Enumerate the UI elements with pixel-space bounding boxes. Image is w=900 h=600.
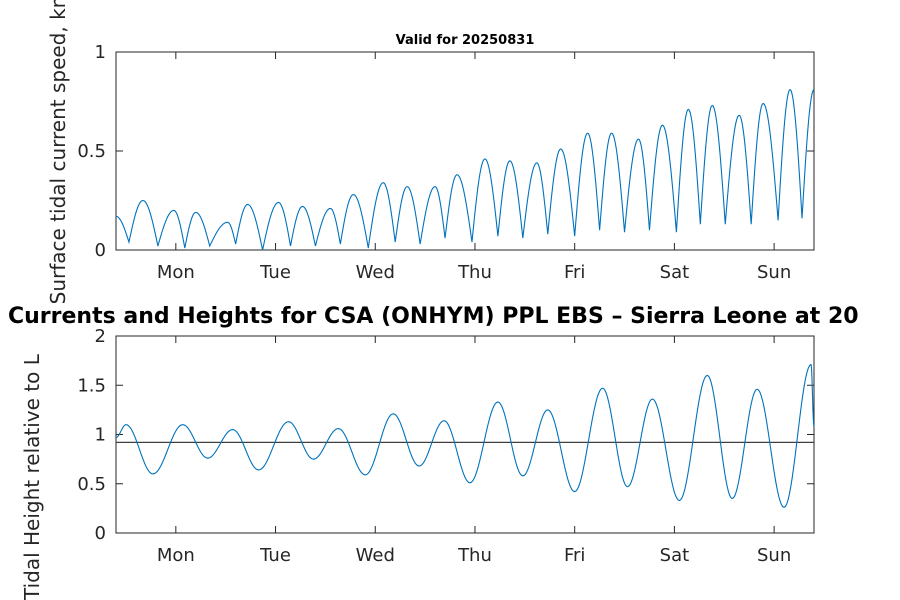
y-tick-label: 0.5 <box>77 141 106 162</box>
current-speed-plot-area <box>115 51 815 251</box>
y-tick-label: 1 <box>95 42 106 63</box>
tidal-height-plot-area <box>115 335 815 534</box>
tidal-height-axes: 0 0.5 1 1.5 2 Mon Tue Wed Thu Fri Sat Sun Tidal He… <box>20 326 815 600</box>
current-speed-y-axis-label: Surface tidal current speed, kn <box>46 0 70 304</box>
y-tick-label: 0.5 <box>77 474 106 495</box>
tidal-height-ticks <box>116 335 814 534</box>
y-tick-label: 1 <box>95 425 106 446</box>
x-tick-label-thu: Thu <box>457 545 492 566</box>
x-tick-label-wed: Wed <box>356 545 395 566</box>
x-tick-label-mon: Mon <box>157 262 195 283</box>
x-tick-label-sun: Sun <box>757 545 791 566</box>
y-tick-label: 0 <box>95 240 106 261</box>
figure-main-title: Currents and Heights for CSA (ONHYM) PPL… <box>8 304 859 329</box>
current-speed-series-line <box>115 88 815 251</box>
tidal-height-series-line <box>115 363 815 509</box>
y-tick-label: 2 <box>95 326 106 347</box>
x-tick-label-sat: Sat <box>660 262 690 283</box>
current-speed-y-tick-labels: 00.51 <box>77 42 106 261</box>
x-tick-label-sun: Sun <box>757 262 791 283</box>
x-tick-label-fri: Fri <box>564 545 585 566</box>
x-tick-label-tue: Tue <box>259 545 291 566</box>
x-tick-label-fri: Fri <box>564 262 585 283</box>
y-tick-label: 1.5 <box>77 375 106 396</box>
current-speed-ticks <box>116 51 814 251</box>
x-tick-label-tue: Tue <box>259 262 291 283</box>
y-tick-label: 0 <box>95 523 106 544</box>
x-tick-label-sat: Sat <box>660 545 690 566</box>
x-tick-label-wed: Wed <box>356 262 395 283</box>
x-tick-label-mon: Mon <box>157 545 195 566</box>
current-speed-axes: 00.51 Mon Tue Wed Thu Fri Sat Sun Valid for 20… <box>46 0 815 304</box>
tidal-height-y-axis-label: Tidal Height relative to L <box>20 353 44 600</box>
current-speed-x-tick-labels: Mon Tue Wed Thu Fri Sat Sun <box>157 262 791 283</box>
tidal-height-x-tick-labels: Mon Tue Wed Thu Fri Sat Sun <box>157 545 791 566</box>
chart-subtitle: Valid for 20250831 <box>396 33 535 48</box>
x-tick-label-thu: Thu <box>457 262 492 283</box>
tidal-height-y-tick-labels: 0 0.5 1 1.5 2 <box>77 326 106 544</box>
